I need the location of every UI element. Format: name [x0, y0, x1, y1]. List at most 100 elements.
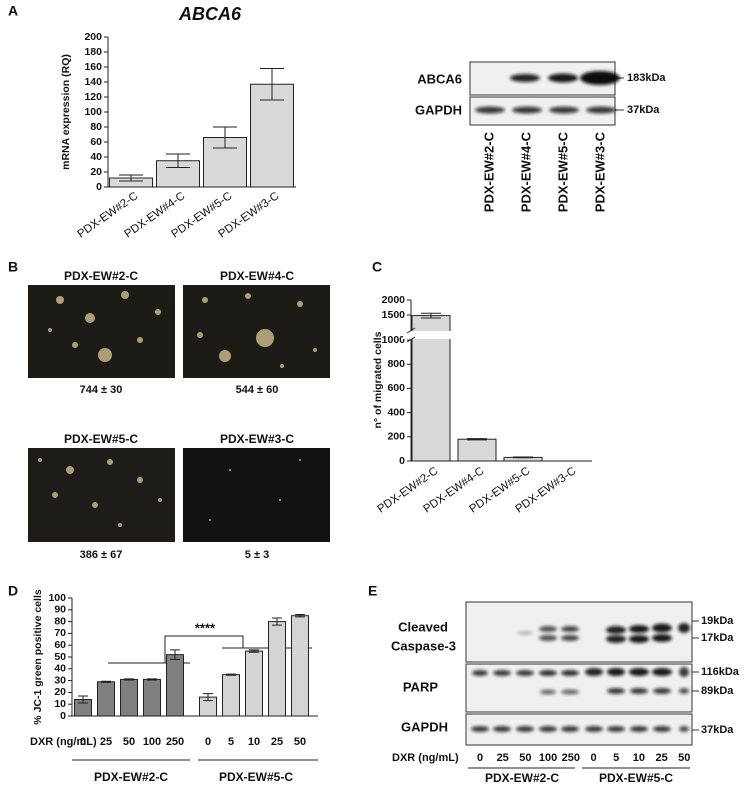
- error-bar: [467, 438, 487, 441]
- bar: [411, 315, 451, 462]
- panel-label: D: [8, 583, 18, 599]
- row-label: ABCA6: [417, 71, 462, 86]
- blot-band: [607, 726, 625, 732]
- x-tick-label: 0: [205, 736, 211, 748]
- sphere: [38, 458, 42, 462]
- sphere: [256, 329, 274, 347]
- size-label: 37kDa: [701, 724, 734, 736]
- blot-band: [539, 726, 557, 732]
- error-bar: [421, 312, 441, 319]
- sphere: [66, 466, 74, 474]
- blot-band: [561, 726, 579, 732]
- y-tick-label: 1000: [382, 334, 406, 346]
- blot-band: [606, 626, 626, 634]
- image-title: PDX-EW#3-C: [220, 432, 294, 446]
- x-tick-label: 25: [100, 736, 112, 748]
- sphere: [209, 519, 211, 521]
- panel-label: C: [372, 259, 382, 275]
- row-label: PARP: [403, 679, 438, 694]
- axis: [71, 598, 318, 717]
- sphere: [98, 348, 112, 362]
- bar: [457, 438, 497, 462]
- x-tick-label: 100: [143, 736, 161, 748]
- axis: [406, 300, 592, 462]
- dose-label: 250: [562, 752, 580, 764]
- panel-label: E: [368, 583, 377, 599]
- lane-label: PDX-EW#2-C: [481, 131, 496, 212]
- y-tick-label: 80: [54, 615, 66, 627]
- error-bar: [249, 649, 259, 653]
- micrograph: [28, 285, 175, 378]
- y-tick-label: 20: [90, 166, 102, 178]
- blot-band: [510, 74, 540, 82]
- size-label: 19kDa: [701, 615, 734, 627]
- blot-band: [630, 688, 648, 694]
- lane-label: PDX-EW#4-C: [518, 131, 533, 212]
- x-axis-label: DXR (ng/mL): [392, 752, 459, 764]
- blot-band: [653, 688, 671, 694]
- blot-band: [653, 726, 671, 732]
- blot-band: [652, 668, 672, 676]
- y-tick-label: 400: [387, 406, 405, 418]
- error-bar: [260, 68, 284, 101]
- error-bar: [119, 174, 143, 182]
- y-tick-label: 0: [399, 455, 405, 467]
- annotation: ****: [195, 620, 216, 635]
- count-label: 5 ± 3: [245, 549, 269, 561]
- sphere-images: PDX-EW#2-C PDX-EW#4-C PDX-EW#5-C PDX-EW#…: [28, 269, 330, 561]
- blot-band: [493, 670, 511, 676]
- sphere: [245, 293, 251, 299]
- blot-band: [471, 726, 489, 732]
- blot-band: [561, 626, 579, 632]
- size-label: 37kDa: [627, 104, 660, 116]
- dose-label: 50: [519, 752, 531, 764]
- y-tick-label: 180: [84, 46, 102, 58]
- blot-band: [607, 668, 625, 676]
- x-tick-label: 0: [80, 736, 86, 748]
- lane-label: PDX-EW#3-C: [592, 131, 607, 212]
- blot-band: [549, 106, 579, 114]
- error-bar: [101, 680, 111, 683]
- error-bar: [147, 678, 157, 681]
- y-tick-label: 200: [84, 31, 102, 43]
- sphere: [299, 459, 301, 461]
- axis-break: [403, 331, 481, 339]
- blot-band: [629, 668, 649, 676]
- sphere: [121, 291, 129, 299]
- x-tick-label: 25: [271, 736, 283, 748]
- y-tick-label: 80: [90, 121, 102, 133]
- x-tick-label: 50: [123, 736, 135, 748]
- sphere: [158, 498, 162, 502]
- error-bar: [272, 617, 282, 626]
- y-tick-label: 10: [54, 698, 66, 710]
- group-label: PDX-EW#2-C: [485, 771, 559, 785]
- y-tick-label: 60: [90, 136, 102, 148]
- blot-band: [517, 631, 533, 635]
- sphere: [155, 309, 161, 315]
- x-tick-label: 5: [228, 736, 234, 748]
- blot-band: [561, 670, 579, 676]
- error-bar: [170, 649, 180, 660]
- size-label: 116kDa: [701, 666, 740, 678]
- bar: [268, 621, 286, 717]
- sphere: [56, 296, 64, 304]
- blot-band: [540, 689, 556, 695]
- dose-label: 100: [539, 752, 557, 764]
- row-label: Caspase-3: [391, 638, 456, 653]
- bar: [291, 615, 309, 717]
- bar: [222, 674, 240, 717]
- blot-band: [629, 625, 649, 633]
- x-tick-label: 250: [166, 736, 184, 748]
- count-label: 544 ± 60: [236, 384, 279, 396]
- blot-band: [512, 106, 542, 114]
- blot-band: [679, 667, 689, 677]
- y-tick-label: 60: [54, 639, 66, 651]
- error-bar: [78, 695, 88, 704]
- row-label: Cleaved: [398, 619, 448, 634]
- blot-band: [539, 635, 557, 641]
- count-label: 386 ± 67: [80, 549, 123, 561]
- blot-band: [493, 726, 511, 732]
- blot-band: [585, 726, 603, 732]
- y-tick-label: 100: [48, 592, 66, 604]
